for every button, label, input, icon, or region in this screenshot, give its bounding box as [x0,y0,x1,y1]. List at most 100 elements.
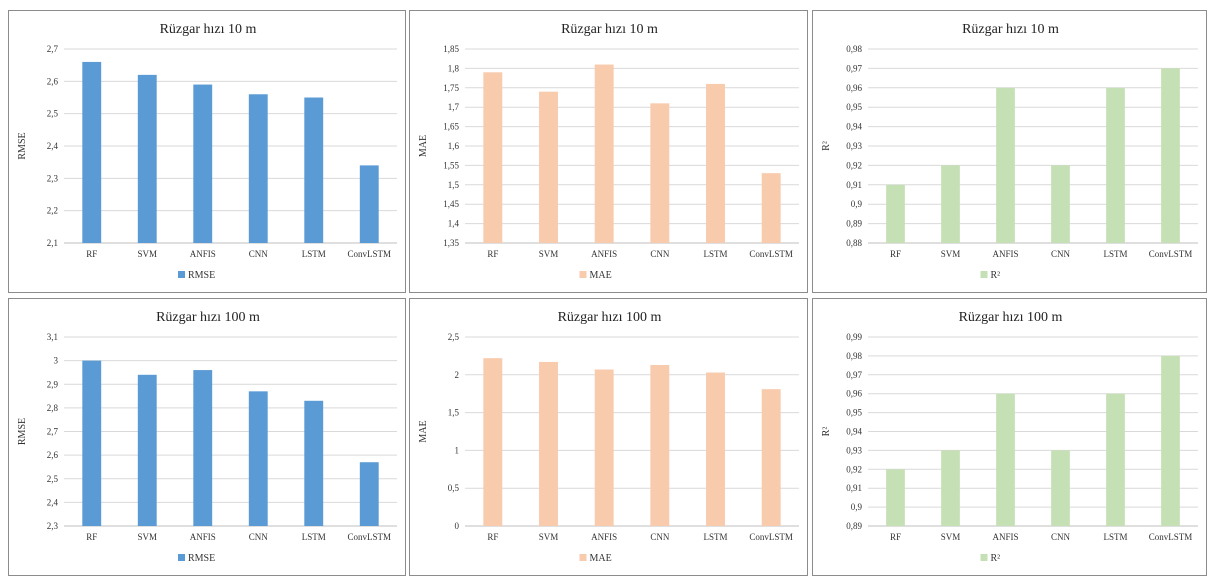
y-tick-label: 0,92 [846,160,862,170]
y-tick-label: 0,91 [846,483,862,493]
x-tick-label: CNN [1051,249,1071,259]
y-tick-label: 0,96 [846,83,862,93]
y-tick-label: 0,97 [846,370,862,380]
y-tick-label: 2,2 [47,206,58,216]
legend-label: RMSE [188,553,215,564]
legend-swatch [980,271,988,278]
bar-convlstm [761,389,781,526]
bar-rf [82,61,102,243]
x-tick-label: ConvLSTM [749,249,793,259]
y-tick-label: 0,96 [846,389,862,399]
y-tick-label: 1,35 [443,238,459,248]
y-tick-label: 2,4 [47,497,59,507]
bar-convlstm [1161,68,1180,244]
y-tick-label: 0,93 [846,445,862,455]
y-tick-label: 1,65 [443,122,459,132]
bar-rf [82,360,102,526]
chart-svg: Rüzgar hızı 100 m MAE 0 0,5 1 1,5 2 2,5 RF SVM ANF… [418,310,799,564]
y-tick-label: 2,5 [448,332,460,342]
legend-swatch [980,554,988,561]
chart-title: Rüzgar hızı 100 m [156,310,260,325]
x-tick-label: LSTM [302,532,326,542]
bar-lstm [1106,87,1125,243]
bar-convlstm [761,173,781,243]
y-tick-label: 0,95 [846,408,862,418]
x-tick-label: SVM [941,249,961,259]
chart-panel-mae-10m: Rüzgar hızı 10 m MAE 1,35 1,4 1,45 1,5 1,55 1,6… [409,10,808,293]
bar-svm [539,91,558,244]
y-tick-label: 0,88 [846,238,862,248]
x-tick-label: SVM [137,249,157,259]
y-tick-label: 2 [455,370,460,380]
bar-cnn [248,94,268,244]
y-tick-label: 0,98 [846,44,862,54]
x-tick-label: LSTM [703,249,727,259]
y-tick-label: 2,3 [47,521,59,531]
legend-swatch [178,554,185,561]
x-tick-label: RF [487,532,498,542]
x-tick-label: RF [86,249,97,259]
x-tick-label: ConvLSTM [749,532,793,542]
bar-anfis [594,64,614,243]
bar-rf [886,469,905,526]
x-tick-label: LSTM [302,249,326,259]
chart-svg: Rüzgar hızı 100 m R² 0,89 0,9 0,91 0,92 0,93 0,… [821,310,1198,564]
bar-svm [941,450,960,526]
y-tick-label: 0,97 [846,63,862,73]
x-tick-label: LSTM [703,532,727,542]
bar-lstm [1106,393,1125,526]
y-tick-label: 0,98 [846,351,862,361]
x-tick-label: SVM [137,532,157,542]
x-tick-label: ANFIS [591,249,617,259]
y-axis-label: RMSE [17,418,28,445]
y-tick-label: 0,89 [846,521,862,531]
chart-svg: Rüzgar hızı 10 m RMSE 2,1 2,2 2,3 2,4 2,5 2,6 2,… [17,22,397,281]
x-tick-label: ANFIS [190,532,216,542]
bar-svm [137,374,157,526]
y-tick-label: 0,92 [846,464,862,474]
x-tick-label: ANFIS [992,249,1018,259]
y-tick-label: 1,7 [448,102,460,112]
x-tick-label: RF [487,249,498,259]
x-tick-label: CNN [650,532,670,542]
y-tick-label: 2,5 [47,109,59,119]
y-tick-label: 2,6 [47,76,59,86]
bar-cnn [1051,165,1070,243]
bar-cnn [248,391,268,526]
y-tick-label: 0,93 [846,141,862,151]
chart-title: Rüzgar hızı 100 m [959,310,1063,325]
bar-convlstm [1161,355,1180,526]
x-tick-label: LSTM [1103,532,1127,542]
bar-lstm [706,83,725,243]
y-tick-label: 2,7 [47,44,59,54]
chart-panel-r2-100m: Rüzgar hızı 100 m R² 0,89 0,9 0,91 0,92 0,93 0,… [812,298,1207,576]
y-axis-label: MAE [418,420,429,442]
bar-lstm [706,372,725,526]
bar-lstm [304,400,324,526]
bar-svm [539,361,558,526]
legend-label: R² [991,553,1001,564]
legend-swatch [579,554,587,561]
legend-label: MAE [590,553,612,564]
chart-title: Rüzgar hızı 100 m [558,310,662,325]
bar-cnn [650,364,670,526]
y-tick-label: 0,99 [846,332,862,342]
x-tick-label: ConvLSTM [347,249,391,259]
y-tick-label: 1,6 [448,141,460,151]
y-tick-label: 1,4 [448,219,460,229]
bar-anfis [193,84,213,243]
bar-cnn [650,103,670,243]
x-tick-label: CNN [1051,532,1071,542]
y-tick-label: 0,95 [846,102,862,112]
bar-rf [483,72,503,243]
y-tick-label: 0,9 [851,502,863,512]
y-tick-label: 0,94 [846,427,862,437]
y-axis-label: R² [821,141,832,151]
x-tick-label: LSTM [1103,249,1127,259]
legend-label: R² [991,270,1001,281]
y-tick-label: 2,5 [47,474,59,484]
bar-lstm [304,97,324,243]
legend-swatch [178,271,185,278]
x-tick-label: CNN [249,532,269,542]
y-tick-label: 3 [54,356,59,366]
